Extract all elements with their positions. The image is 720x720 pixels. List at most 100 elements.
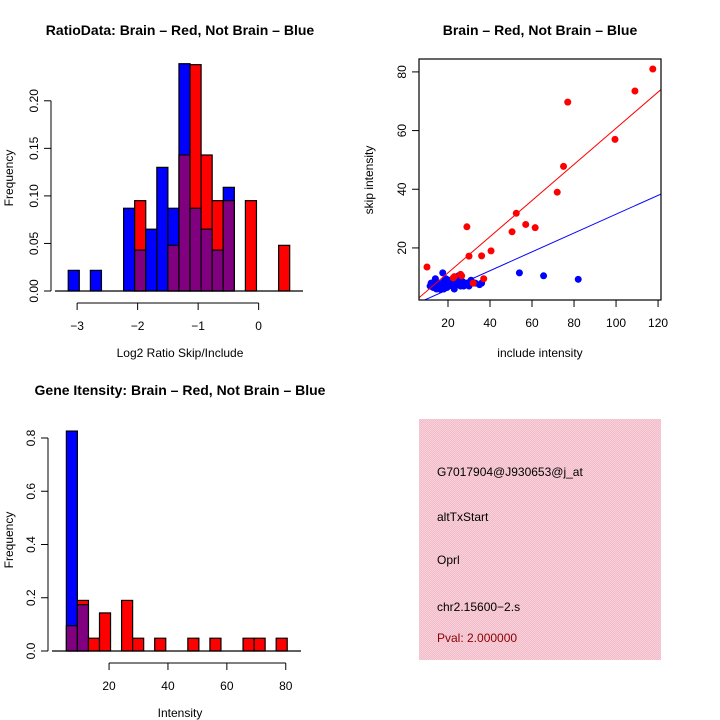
x-tick-label: 40 <box>161 679 175 693</box>
intensity-scatter: Brain – Red, Not Brain – Blue include in… <box>362 22 668 360</box>
ratio-histogram: RatioData: Brain – Red, Not Brain – Blue… <box>2 22 314 360</box>
x-tick-label: 40 <box>483 316 497 330</box>
x-tick-label: 80 <box>567 316 581 330</box>
x-tick-label: 20 <box>441 316 455 330</box>
y-tick-label: 0.4 <box>24 536 38 553</box>
brain-bar <box>209 637 222 652</box>
overlap-bar <box>200 228 213 292</box>
brain-bar <box>244 200 258 292</box>
not-brain-bar <box>156 166 169 292</box>
y-tick-label: 0.8 <box>24 429 38 446</box>
not-brain-point <box>540 272 548 280</box>
y-tick-label: 80 <box>395 65 409 79</box>
brain-bar <box>278 244 291 292</box>
brain-bar <box>253 637 266 652</box>
x-tick-label: 120 <box>648 316 668 330</box>
brain-point <box>522 220 530 228</box>
not-brain-point <box>574 275 582 283</box>
brain-bar <box>187 637 200 652</box>
overlap-bar <box>134 249 147 292</box>
brain-point <box>508 228 516 236</box>
gene-intensity-histogram: Gene Itensity: Brain – Red, Not Brain – … <box>2 382 326 720</box>
brain-bar <box>87 637 101 652</box>
brain-bar <box>132 637 145 652</box>
brain-point <box>449 274 457 282</box>
y-tick-label: 0.6 <box>24 483 38 500</box>
brain-regression-line <box>419 89 661 299</box>
not-brain-regression-line <box>423 193 661 300</box>
y-axis-label: Frequency <box>2 150 16 207</box>
chart-title: Gene Itensity: Brain – Red, Not Brain – … <box>35 382 326 398</box>
y-tick-label: 0.10 <box>27 184 41 208</box>
brain-point <box>465 252 473 260</box>
overlap-bar <box>167 244 180 292</box>
chart-title: RatioData: Brain – Red, Not Brain – Blue <box>46 22 315 38</box>
x-tick-label: 20 <box>102 679 116 693</box>
not-brain-bar <box>65 430 79 652</box>
gene-name: Oprl <box>437 553 460 567</box>
brain-bar <box>98 612 112 652</box>
brain-bar <box>120 599 134 652</box>
brain-point <box>649 65 657 73</box>
x-tick-label: −3 <box>70 319 84 333</box>
overlap-bar <box>178 154 191 292</box>
info-panel: G7017904@J930653@j_at altTxStart Oprl ch… <box>419 419 661 660</box>
brain-point <box>560 162 568 170</box>
brain-point <box>463 223 471 231</box>
overlap-bar <box>211 249 224 292</box>
info-panel-background <box>419 419 661 660</box>
x-tick-label: 80 <box>279 679 293 693</box>
brain-point <box>458 272 466 280</box>
brain-point <box>564 98 572 106</box>
brain-point <box>469 279 477 287</box>
not-brain-point <box>515 269 523 277</box>
y-tick-label: 0.20 <box>27 89 41 113</box>
brain-point <box>487 247 495 255</box>
overlap-bar <box>65 625 79 652</box>
y-tick-label: 0.05 <box>27 231 41 255</box>
not-brain-point <box>439 269 447 277</box>
not-brain-bar <box>145 228 158 292</box>
x-axis-label: Intensity <box>158 706 203 720</box>
brain-point <box>631 87 639 95</box>
plot-frame <box>418 58 662 301</box>
not-brain-bar <box>67 269 80 292</box>
brain-bar <box>275 637 288 652</box>
x-tick-label: 100 <box>606 316 626 330</box>
x-tick-label: 60 <box>220 679 234 693</box>
overlap-bar <box>222 200 235 292</box>
brain-point <box>478 252 486 260</box>
y-tick-label: 0.15 <box>27 136 41 160</box>
locus: chr2.15600−2.s <box>437 600 520 614</box>
brain-bar <box>154 637 167 652</box>
y-tick-label: 20 <box>395 241 409 255</box>
brain-point <box>423 263 431 271</box>
pval: Pval: 2.000000 <box>437 631 517 645</box>
x-tick-label: 60 <box>525 316 539 330</box>
brain-point <box>480 275 488 283</box>
y-axis-label: Frequency <box>2 512 16 569</box>
x-tick-label: −1 <box>191 319 205 333</box>
y-tick-label: 0.0 <box>24 642 38 659</box>
x-tick-label: 0 <box>255 319 262 333</box>
y-tick-label: 0.2 <box>24 589 38 606</box>
y-tick-label: 0.00 <box>27 279 41 303</box>
x-axis-label: include intensity <box>497 346 582 360</box>
y-tick-label: 40 <box>395 182 409 196</box>
brain-point <box>553 188 561 196</box>
y-tick-label: 60 <box>395 124 409 138</box>
brain-point <box>531 224 539 232</box>
overlap-bar <box>189 207 202 292</box>
event-type: altTxStart <box>437 510 489 524</box>
y-axis-label: skip intensity <box>362 146 376 215</box>
overlap-bar <box>76 604 90 652</box>
not-brain-bar <box>89 269 103 292</box>
chart-title: Brain – Red, Not Brain – Blue <box>443 22 638 38</box>
brain-bar <box>242 637 255 652</box>
brain-point <box>611 135 619 143</box>
not-brain-bar <box>122 207 136 292</box>
probe-id: G7017904@J930653@j_at <box>437 465 583 479</box>
x-tick-label: −2 <box>131 319 145 333</box>
x-axis-label: Log2 Ratio Skip/Include <box>117 346 244 360</box>
